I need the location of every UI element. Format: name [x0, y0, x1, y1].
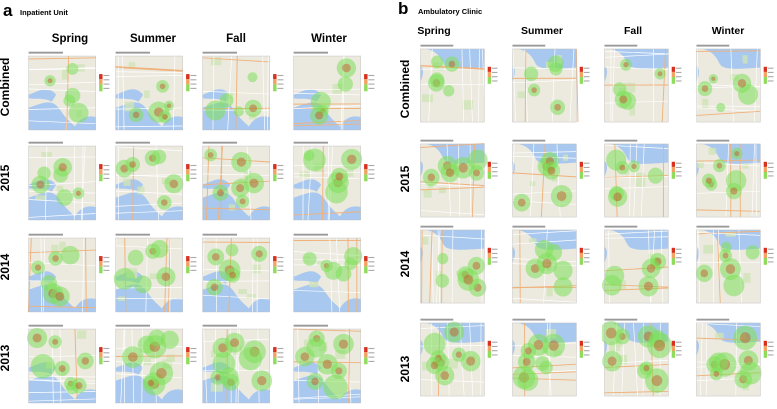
panel-b-row-2014: 2014: [398, 234, 412, 294]
panel-b-map-r0-c0: [418, 43, 500, 128]
panel-a-row-combined: Combined: [0, 57, 12, 117]
panel-a-map-r1-c2: [200, 140, 286, 226]
panel-b-map-r1-c2: [602, 138, 684, 223]
panel-a-season-spring: Spring: [30, 33, 110, 45]
panel-b-map-r1-c3: [694, 138, 776, 223]
panel-a-map-r2-c2: [200, 232, 286, 318]
panel-b-map-r3-c3: [694, 317, 776, 402]
panel-b-map-r3-c1: [510, 317, 592, 402]
panel-b-map-r0-c1: [510, 43, 592, 128]
panel-a-map-r2-c3: [291, 232, 377, 318]
panel-a-season-winter: Winter: [289, 33, 369, 45]
panel-b-letter: b: [398, 0, 408, 17]
panel-a-map-r0-c0: [26, 50, 112, 136]
panel-b-title: Ambulatory Clinic: [418, 8, 482, 16]
panel-b-season-spring: Spring: [404, 25, 464, 37]
panel-a-map-r0-c3: [291, 50, 377, 136]
panel-a-map-r3-c1: [113, 323, 199, 409]
panel-b-map-r0-c3: [694, 43, 776, 128]
panel-b-row-2015: 2015: [398, 149, 412, 209]
panel-a-map-r3-c2: [200, 323, 286, 409]
panel-a-map-r3-c0: [26, 323, 112, 409]
panel-a-map-r1-c0: [26, 140, 112, 226]
panel-b-map-r2-c3: [694, 224, 776, 309]
panel-b-map-r0-c2: [602, 43, 684, 128]
panel-b-row-2013: 2013: [398, 339, 412, 399]
panel-a-season-fall: Fall: [196, 33, 276, 45]
panel-b-season-fall: Fall: [603, 25, 663, 37]
panel-a-row-2015: 2015: [0, 148, 12, 208]
panel-b-season-winter: Winter: [693, 25, 763, 37]
panel-a-season-summer: Summer: [113, 33, 193, 45]
panel-a-map-r2-c0: [26, 232, 112, 318]
panel-b-map-r3-c0: [418, 317, 500, 402]
panel-a-map-r1-c3: [291, 140, 377, 226]
panel-a-map-r2-c1: [113, 232, 199, 318]
panel-a-map-r0-c1: [113, 50, 199, 136]
panel-b-map-r1-c0: [418, 138, 500, 223]
panel-b-map-r2-c0: [418, 224, 500, 309]
panel-a-map-r0-c2: [200, 50, 286, 136]
panel-a-row-2013: 2013: [0, 328, 12, 388]
panel-b-season-summer: Summer: [507, 25, 577, 37]
panel-b-map-r3-c2: [602, 317, 684, 402]
panel-a-map-r3-c3: [291, 323, 377, 409]
panel-b-row-combined: Combined: [398, 59, 412, 119]
panel-b-map-r1-c1: [510, 138, 592, 223]
panel-b-map-r2-c2: [602, 224, 684, 309]
panel-a-letter: a: [3, 2, 12, 19]
panel-a-row-2014: 2014: [0, 237, 12, 297]
panel-a-map-r1-c1: [113, 140, 199, 226]
panel-a-title: Inpatient Unit: [20, 9, 68, 17]
panel-b-map-r2-c1: [510, 224, 592, 309]
